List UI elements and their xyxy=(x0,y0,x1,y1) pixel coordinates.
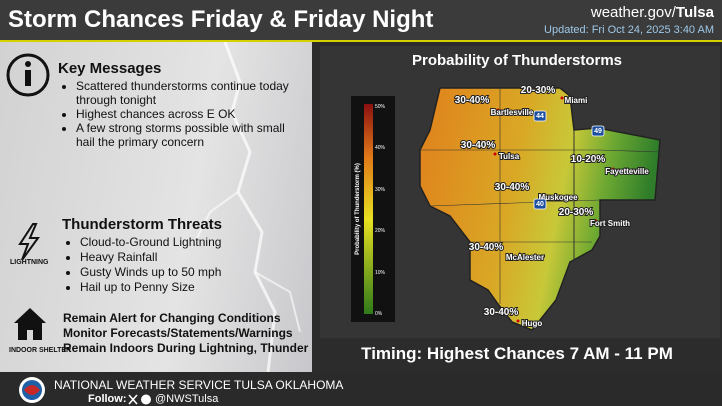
threat: Hail up to Penny Size xyxy=(80,280,310,295)
county-line xyxy=(429,199,601,207)
threat: Heavy Rainfall xyxy=(80,250,310,265)
area-label: 30-40% xyxy=(495,182,530,193)
area-label: 30-40% xyxy=(469,242,504,253)
area-label: 30-40% xyxy=(455,95,490,106)
header: Storm Chances Friday & Friday Night weat… xyxy=(0,0,722,40)
city-label: Tulsa xyxy=(499,152,520,161)
info-icon xyxy=(25,70,31,86)
nws-logo xyxy=(24,385,40,395)
legend-bar xyxy=(364,104,373,314)
left-panel: Key Messages Scattered thunderstorms con… xyxy=(0,42,312,372)
threat: Gusty Winds up to 50 mph xyxy=(80,265,310,280)
city-label: Muskogee xyxy=(538,193,578,202)
alert: Remain Alert for Changing Conditions xyxy=(63,311,281,325)
divider xyxy=(0,40,722,42)
city-dot xyxy=(611,167,615,171)
city-label: McAlester xyxy=(506,253,544,262)
facebook-icon[interactable] xyxy=(141,394,151,405)
title: Storm Chances Friday & Friday Night xyxy=(8,6,434,33)
city-label: Fayetteville xyxy=(605,167,649,176)
legend-label: Probability of Thunderstorm (%) xyxy=(355,163,361,255)
area-label: 20-30% xyxy=(559,207,594,218)
key-messages: Scattered thunderstorms continue today t… xyxy=(60,79,296,149)
icon-label: INDOOR SHELTER xyxy=(9,347,72,354)
site-link[interactable]: weather.gov/Tulsa xyxy=(591,4,714,21)
timing: Timing: Highest Chances 7 AM - 11 PM xyxy=(361,344,673,363)
agency: NATIONAL WEATHER SERVICE TULSA OKLAHOMA xyxy=(54,378,344,392)
area-label: 10-20% xyxy=(571,154,606,165)
social-icons[interactable] xyxy=(128,394,152,405)
city-dot xyxy=(542,193,546,197)
bolt xyxy=(254,271,301,333)
footer: NATIONAL WEATHER SERVICE TULSA OKLAHOMA … xyxy=(0,372,722,406)
legend-tick: 40% xyxy=(375,145,386,151)
threat: Cloud-to-Ground Lightning xyxy=(80,235,310,250)
highway-shield xyxy=(533,198,547,210)
section-title: Thunderstorm Threats xyxy=(62,216,223,233)
section-title: Key Messages xyxy=(58,60,162,77)
shelter-icon xyxy=(14,308,46,340)
site[interactable]: weather.gov/ xyxy=(590,4,676,21)
highway-shield xyxy=(533,110,547,122)
alert: Remain Indoors During Lightning, Thunder xyxy=(63,341,309,355)
area-label: 20-30% xyxy=(521,85,556,96)
lightning-bg xyxy=(6,42,301,372)
city-dot xyxy=(594,219,598,223)
legend-tick: 0% xyxy=(375,311,383,317)
legend-tick: 20% xyxy=(375,228,386,234)
x-icon[interactable] xyxy=(128,394,138,405)
city-dot xyxy=(493,152,497,156)
message: A few strong storms possible with small … xyxy=(76,121,296,149)
message: Scattered thunderstorms continue today t… xyxy=(76,79,296,107)
office[interactable]: Tulsa xyxy=(675,4,714,21)
info-icon xyxy=(6,53,50,97)
alerts: Remain Alert for Changing Conditions Moni… xyxy=(63,311,308,356)
city-label: Miami xyxy=(565,96,588,105)
follow: Follow: xyxy=(88,393,127,405)
shelter-icon xyxy=(27,330,33,340)
nws-logo xyxy=(19,377,45,403)
city-label: Hugo xyxy=(522,319,543,328)
city-dot xyxy=(509,253,513,257)
info-icon xyxy=(25,61,31,67)
icon-label: LIGHTNING xyxy=(10,259,49,266)
highway-label: 40 xyxy=(536,201,544,208)
city-dot xyxy=(516,319,520,323)
lightning-icon xyxy=(18,223,40,261)
highway-shield xyxy=(591,125,605,137)
handle[interactable]: @NWSTulsa xyxy=(155,393,219,405)
county-line xyxy=(420,149,661,153)
highway-label: 49 xyxy=(594,128,602,135)
city-label: Fort Smith xyxy=(590,219,630,228)
highway-label: 44 xyxy=(536,113,544,120)
map-title: Probability of Thunderstorms xyxy=(411,52,622,69)
alert: Monitor Forecasts/Statements/Warnings xyxy=(63,326,293,340)
area-label: 30-40% xyxy=(461,140,496,151)
city-label: Bartlesville xyxy=(491,108,534,117)
bolt xyxy=(194,191,239,243)
map: 50% 40% 30% 20% 10% 0% Probability of Thunders… xyxy=(351,84,661,331)
message: Highest chances across E OK xyxy=(76,107,296,121)
legend-tick: 10% xyxy=(375,270,386,276)
city-dot xyxy=(496,108,500,112)
threats: Cloud-to-Ground LightningHeavy RainfallG… xyxy=(64,235,310,295)
legend-tick: 30% xyxy=(375,187,386,193)
city-dot xyxy=(560,96,564,100)
updated: Updated: Fri Oct 24, 2025 3:40 AM xyxy=(544,24,714,36)
area-label: 30-40% xyxy=(484,307,519,318)
legend-tick: 50% xyxy=(375,104,386,110)
